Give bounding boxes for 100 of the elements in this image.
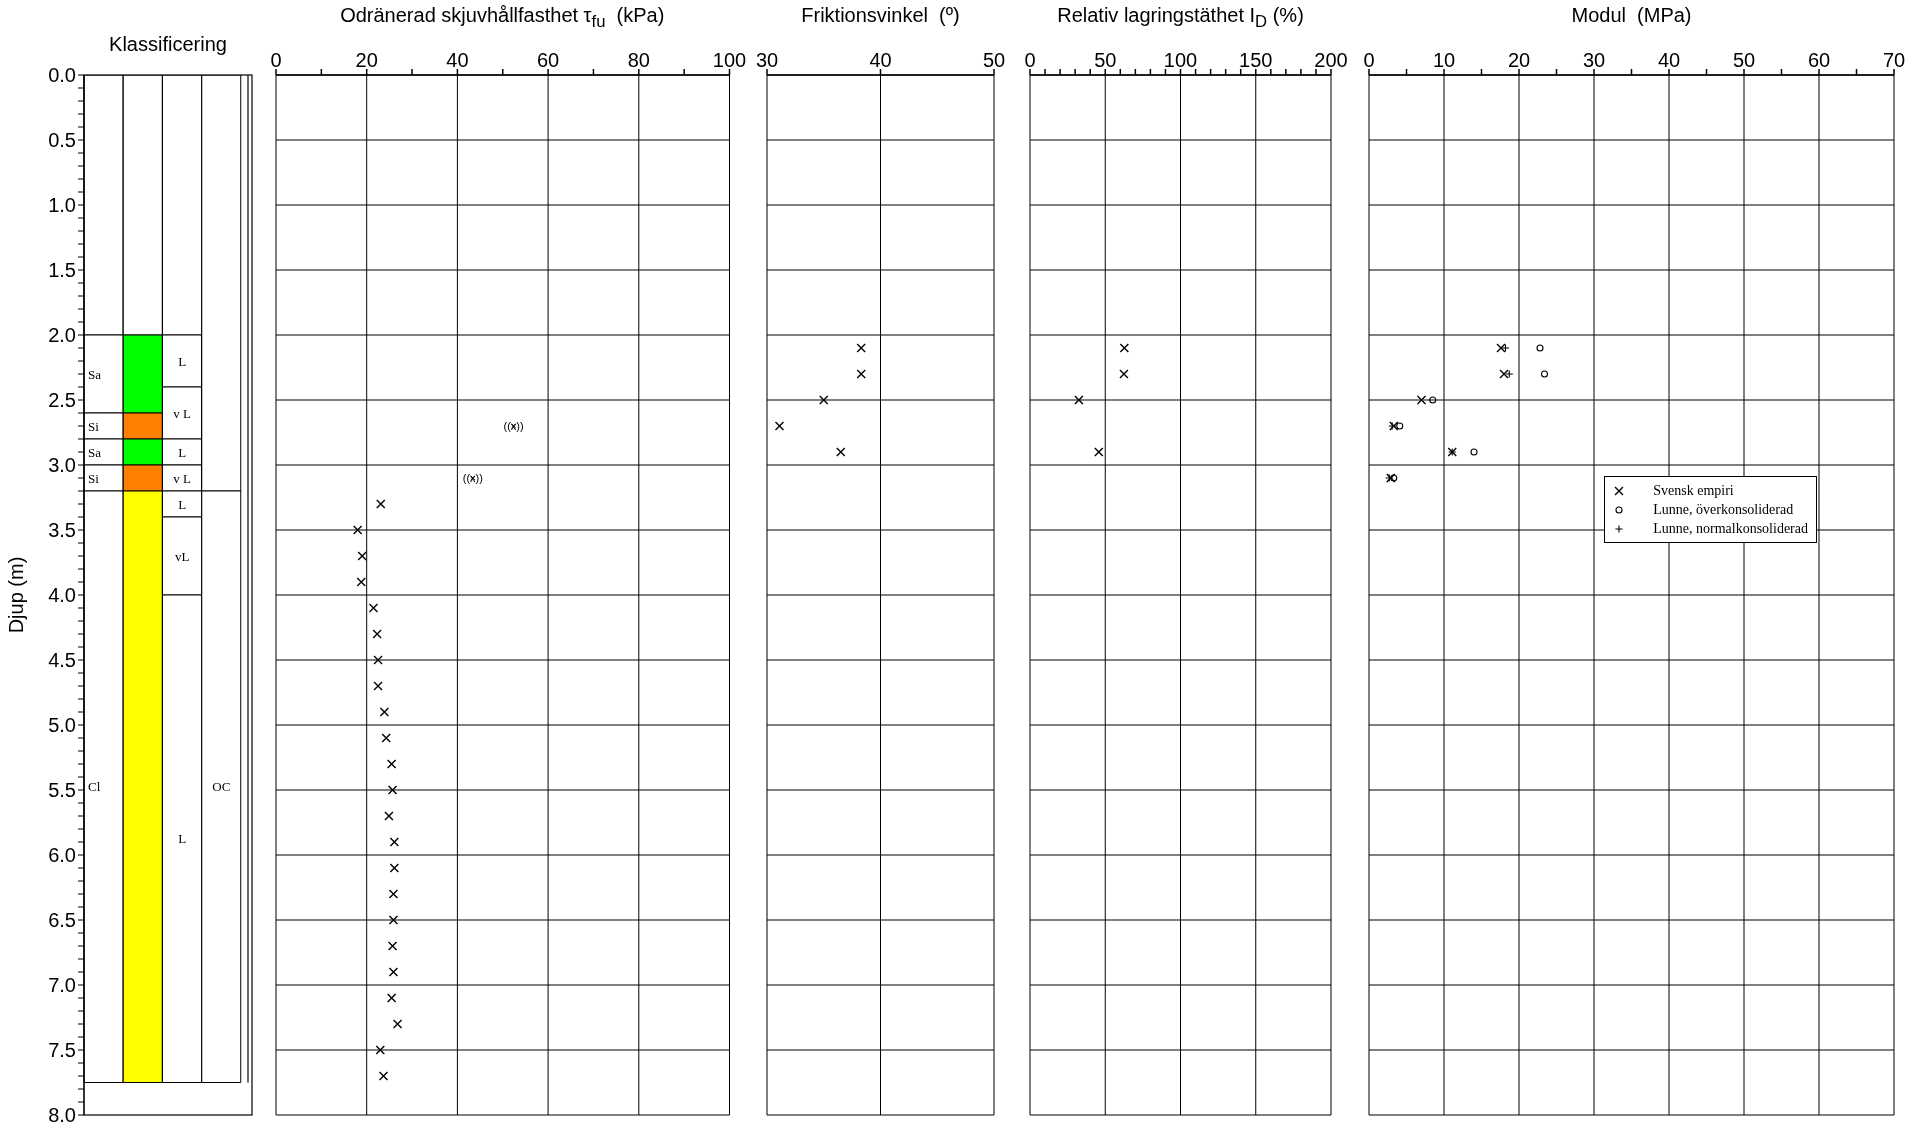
point xyxy=(1499,369,1509,379)
y-tick-label: 6.5 xyxy=(48,909,76,932)
x-tick-label: 100 xyxy=(1163,49,1198,71)
point xyxy=(1496,343,1506,353)
y-tick-label: 5.5 xyxy=(48,779,76,802)
chart-title: Odränerad skjuvhållfasthet τ$_{fu}$ (kPa) xyxy=(339,4,666,32)
x-tick-label: 70 xyxy=(1882,49,1906,71)
series-label: Cl xyxy=(88,779,101,795)
point xyxy=(388,915,398,925)
series-label: Sa xyxy=(88,366,102,382)
point xyxy=(372,655,383,665)
y-tick-label: 4.5 xyxy=(48,649,76,672)
point xyxy=(383,811,394,821)
point xyxy=(1074,395,1084,405)
series-label: Si xyxy=(88,418,100,434)
chart-title: Klassificering xyxy=(109,33,227,55)
y-tick-label: 1.5 xyxy=(48,259,76,282)
point xyxy=(392,1019,402,1029)
x-tick-label: 0 xyxy=(1024,49,1036,71)
x-tick-label: 30 xyxy=(1582,49,1606,71)
x-tick-label: 0 xyxy=(269,49,282,71)
point xyxy=(379,707,389,717)
point xyxy=(856,343,866,353)
y-tick-label: 2.5 xyxy=(48,389,76,412)
point xyxy=(375,499,385,509)
point xyxy=(387,941,397,951)
data-label: ((x)) xyxy=(462,472,483,484)
point xyxy=(371,629,382,639)
x-tick-label: 20 xyxy=(355,49,378,71)
point xyxy=(389,863,399,873)
point xyxy=(1470,448,1478,456)
point xyxy=(1536,344,1544,352)
series-label: v L xyxy=(173,470,192,486)
x-tick-label: 100 xyxy=(712,49,746,71)
point xyxy=(368,603,378,613)
point xyxy=(1505,369,1514,379)
series-label: L xyxy=(178,831,187,847)
x-tick-label: 20 xyxy=(1507,49,1531,71)
y-tick-label: 8.0 xyxy=(48,1104,76,1127)
point xyxy=(1396,422,1404,430)
series-label: L xyxy=(178,496,187,512)
point xyxy=(819,395,829,405)
data-label: ((x)) xyxy=(503,420,524,432)
series-label: Si xyxy=(88,470,100,486)
point xyxy=(386,993,396,1003)
point xyxy=(381,733,391,743)
legend-label: Lunne, normalkonsoliderad xyxy=(1653,520,1808,538)
chart-title: Relativ lagringstäthet I$_{D}$ (%) xyxy=(1057,4,1304,31)
series-label: L xyxy=(178,353,187,369)
y-tick-label: 0.0 xyxy=(48,64,76,87)
point xyxy=(1429,396,1437,404)
series-label: vL xyxy=(174,548,190,564)
point xyxy=(856,369,866,379)
x-tick-label: 40 xyxy=(869,49,892,71)
point xyxy=(1119,343,1130,353)
point xyxy=(387,785,397,795)
point xyxy=(372,681,383,691)
y-tick-label: 0.5 xyxy=(48,129,76,152)
point xyxy=(386,759,396,769)
point xyxy=(378,1071,388,1081)
point xyxy=(388,889,398,899)
y-axis-title: Djup (m) xyxy=(5,556,28,634)
point xyxy=(1416,395,1427,405)
x-tick-label: 150 xyxy=(1239,49,1273,71)
x-tick-label: 40 xyxy=(1657,49,1681,71)
x-tick-label: 50 xyxy=(982,49,1006,71)
series-label: Sa xyxy=(88,444,102,460)
chart-title: Friktionsvinkel (º) xyxy=(801,4,960,26)
x-tick-label: 60 xyxy=(1807,49,1831,71)
series-label: v L xyxy=(173,405,192,421)
point xyxy=(1119,369,1129,379)
point xyxy=(375,1045,385,1055)
point xyxy=(352,525,362,535)
y-tick-label: 2.0 xyxy=(48,324,76,347)
point xyxy=(1390,474,1398,482)
x-tick-label: 50 xyxy=(1732,49,1756,71)
y-tick-label: 1.0 xyxy=(48,194,76,217)
x-tick-label: 10 xyxy=(1432,49,1456,71)
chart-title: Modul (MPa) xyxy=(1570,4,1693,27)
y-tick-label: 7.5 xyxy=(48,1039,76,1062)
point xyxy=(356,551,367,561)
x-tick-label: 30 xyxy=(755,49,779,71)
point xyxy=(1094,447,1104,457)
y-tick-label: 3.0 xyxy=(48,454,76,477)
legend-label: Svensk empiri xyxy=(1653,482,1734,500)
y-tick-label: 3.5 xyxy=(48,519,76,542)
x-tick-label: 80 xyxy=(627,49,650,71)
series-label: L xyxy=(178,444,187,460)
legend-label: Lunne, överkonsoliderad xyxy=(1653,501,1794,519)
series-label: OC xyxy=(212,779,231,795)
point xyxy=(774,421,785,431)
x-tick-label: 50 xyxy=(1094,49,1117,71)
point xyxy=(388,967,398,977)
x-tick-label: 40 xyxy=(445,49,469,71)
x-tick-label: 200 xyxy=(1314,49,1348,71)
point xyxy=(1501,343,1510,353)
point xyxy=(1540,370,1549,378)
x-tick-label: 0 xyxy=(1363,49,1375,71)
x-tick-label: 60 xyxy=(536,49,559,71)
y-tick-label: 6.0 xyxy=(48,844,76,867)
